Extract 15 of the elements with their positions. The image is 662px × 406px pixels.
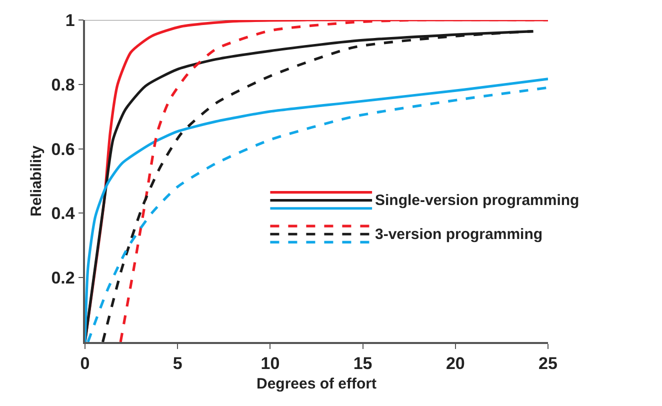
- x-axis-title: Degrees of effort: [256, 376, 377, 393]
- y-tick-label: 0.8: [51, 75, 75, 94]
- x-tick-label: 25: [538, 354, 558, 374]
- x-tick-label: 10: [260, 354, 280, 374]
- x-tick-label: 5: [172, 354, 182, 374]
- x-tick-label: 0: [80, 354, 90, 374]
- annotation: Single-version programming: [375, 192, 580, 209]
- y-tick-label: 1: [65, 10, 75, 30]
- annotation: 3-version programming: [375, 226, 543, 243]
- x-tick-label: 20: [446, 354, 465, 374]
- y-axis-title: Reliability: [28, 144, 45, 216]
- y-tick-label: 0.6: [51, 140, 75, 159]
- y-tick-label: 0.2: [51, 268, 75, 288]
- y-tick-label: 0.4: [51, 204, 76, 224]
- x-tick-label: 15: [353, 354, 372, 374]
